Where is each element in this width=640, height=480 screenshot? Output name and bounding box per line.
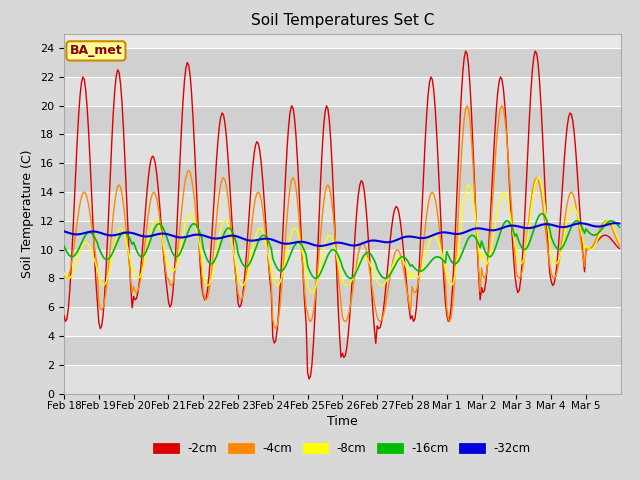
Bar xyxy=(64,163,621,192)
-8cm xyxy=(97,278,104,284)
-32cm xyxy=(317,243,324,249)
-16cm xyxy=(539,211,547,216)
-16cm xyxy=(382,276,390,281)
-2cm xyxy=(79,74,86,80)
X-axis label: Time: Time xyxy=(327,415,358,429)
Legend: -2cm, -4cm, -8cm, -16cm, -32cm: -2cm, -4cm, -8cm, -16cm, -32cm xyxy=(150,437,535,460)
Text: BA_met: BA_met xyxy=(70,44,122,58)
-4cm xyxy=(541,226,549,232)
-2cm xyxy=(305,376,313,382)
-2cm xyxy=(60,313,68,319)
-4cm xyxy=(498,103,506,108)
-32cm xyxy=(540,221,548,227)
-32cm xyxy=(97,230,104,236)
Line: -4cm: -4cm xyxy=(64,106,620,329)
-2cm xyxy=(458,93,465,98)
Bar xyxy=(64,48,621,77)
Line: -8cm: -8cm xyxy=(64,178,620,293)
Bar xyxy=(64,192,621,221)
Line: -2cm: -2cm xyxy=(64,51,620,379)
-8cm xyxy=(308,290,316,296)
Bar xyxy=(64,134,621,163)
-2cm xyxy=(616,246,623,252)
-2cm xyxy=(541,194,549,200)
Bar xyxy=(64,106,621,134)
-4cm xyxy=(348,298,355,304)
-16cm xyxy=(97,248,104,254)
-32cm xyxy=(348,242,355,248)
-4cm xyxy=(458,155,465,160)
-8cm xyxy=(79,242,86,248)
-32cm xyxy=(60,228,68,234)
-4cm xyxy=(272,326,280,332)
-4cm xyxy=(79,191,86,196)
-4cm xyxy=(60,270,68,276)
-32cm xyxy=(614,220,621,226)
Y-axis label: Soil Temperature (C): Soil Temperature (C) xyxy=(22,149,35,278)
-8cm xyxy=(348,279,355,285)
Bar xyxy=(64,336,621,365)
Line: -32cm: -32cm xyxy=(64,223,620,246)
-8cm xyxy=(458,221,465,227)
-4cm xyxy=(614,240,621,246)
-2cm xyxy=(348,294,355,300)
Bar xyxy=(64,250,621,278)
-16cm xyxy=(79,237,86,243)
Bar xyxy=(64,307,621,336)
Line: -16cm: -16cm xyxy=(64,214,620,278)
-8cm xyxy=(616,239,623,245)
-32cm xyxy=(79,230,86,236)
-2cm xyxy=(531,48,539,54)
-8cm xyxy=(534,175,542,180)
-32cm xyxy=(611,220,619,226)
Title: Soil Temperatures Set C: Soil Temperatures Set C xyxy=(251,13,434,28)
-2cm xyxy=(97,326,104,332)
-4cm xyxy=(97,305,104,311)
-16cm xyxy=(458,252,465,258)
Bar xyxy=(64,77,621,106)
-4cm xyxy=(616,243,623,249)
-8cm xyxy=(614,236,621,241)
-16cm xyxy=(616,224,623,230)
Bar xyxy=(64,365,621,394)
-8cm xyxy=(60,270,68,276)
Bar xyxy=(64,278,621,307)
-16cm xyxy=(60,243,68,249)
-8cm xyxy=(541,205,549,211)
-16cm xyxy=(346,276,353,281)
-16cm xyxy=(614,222,621,228)
-16cm xyxy=(541,215,549,220)
Bar xyxy=(64,221,621,250)
-32cm xyxy=(616,221,623,227)
-2cm xyxy=(614,244,621,250)
-32cm xyxy=(458,230,465,236)
